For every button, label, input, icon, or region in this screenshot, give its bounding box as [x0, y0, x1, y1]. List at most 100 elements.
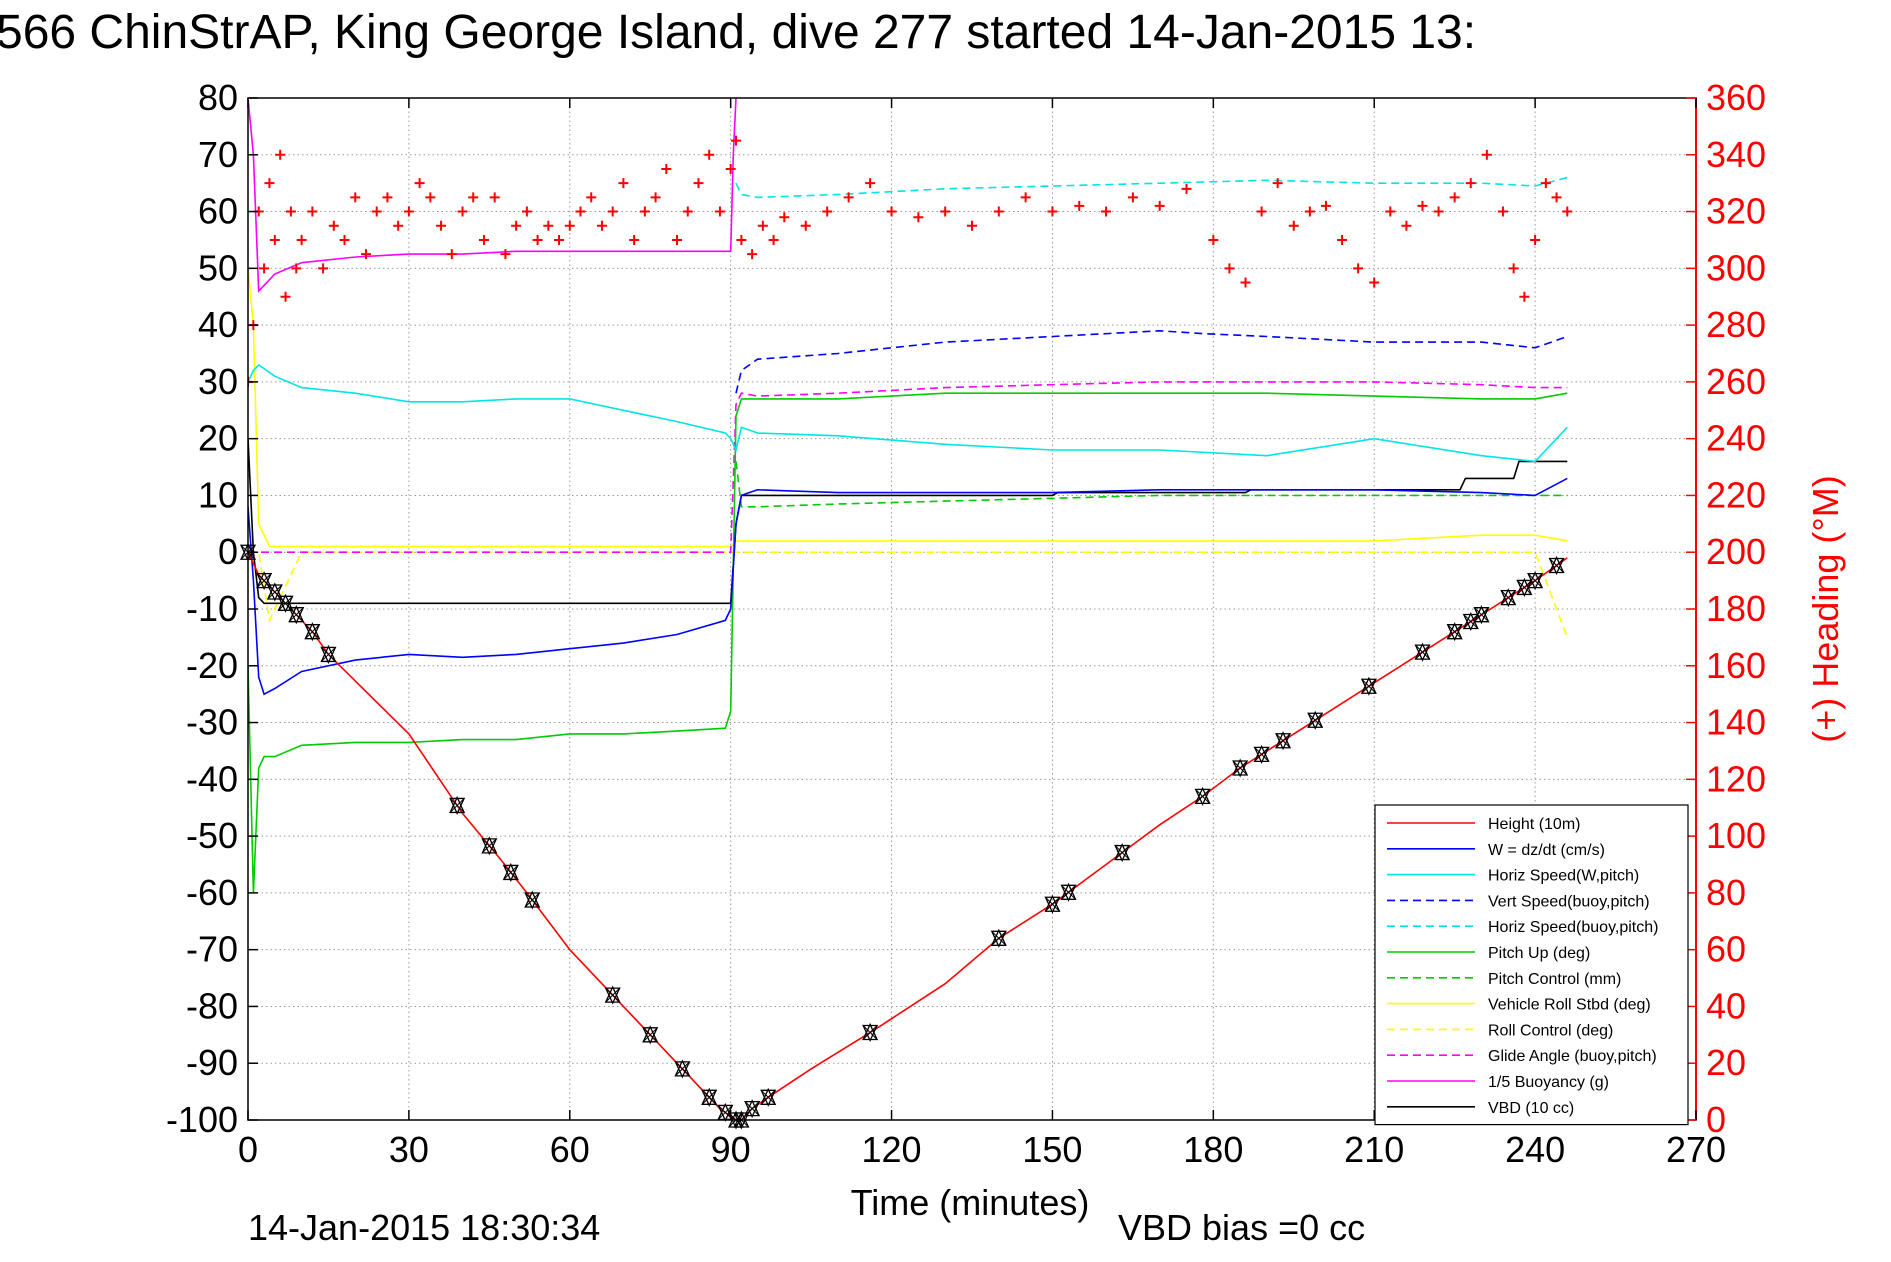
series-line: [735, 176, 1568, 199]
heading-point: [639, 206, 650, 217]
y-tick-label: -80: [186, 985, 238, 1026]
right-tick-label: 20: [1706, 1042, 1746, 1083]
heading-point: [596, 220, 607, 231]
heading-point: [1272, 178, 1283, 189]
heading-point: [307, 206, 318, 217]
series-line: [735, 461, 1568, 508]
x-tick-label: 30: [389, 1129, 429, 1170]
heading-point: [1208, 234, 1219, 245]
series-line: [248, 363, 1568, 463]
legend-entry: Vert Speed(buoy,pitch): [1488, 893, 1650, 910]
heading-point: [940, 206, 951, 217]
heading-point: [371, 206, 382, 217]
y-tick-label: 40: [198, 304, 238, 345]
heading-point: [1497, 206, 1508, 217]
heading-point: [425, 192, 436, 203]
footer-vbd-bias: VBD bias =0 cc: [1118, 1207, 1365, 1248]
waypoint-marker: [1114, 843, 1131, 863]
right-tick-label: 240: [1706, 418, 1766, 459]
waypoint-marker: [862, 1022, 879, 1043]
series-line: [735, 329, 1568, 394]
waypoint-marker: [1446, 622, 1463, 642]
heading-point: [1481, 149, 1492, 160]
x-tick-label: 270: [1666, 1129, 1726, 1170]
right-tick-label: 340: [1706, 134, 1766, 175]
heading-point: [1540, 178, 1551, 189]
heading-point: [607, 206, 618, 217]
heading-point: [1401, 220, 1412, 231]
waypoint-marker: [524, 890, 541, 910]
y-tick-label: 60: [198, 191, 238, 232]
heading-point: [993, 206, 1004, 217]
waypoint-marker: [502, 862, 519, 882]
waypoint-marker: [744, 1099, 761, 1119]
waypoint-marker: [1548, 555, 1565, 576]
heading-point: [1417, 200, 1428, 211]
heading-point: [1519, 291, 1530, 302]
waypoint-marker: [1360, 676, 1377, 696]
heading-point: [800, 220, 811, 231]
waypoint-marker: [277, 593, 294, 613]
heading-point: [1020, 192, 1031, 203]
heading-point: [264, 178, 275, 189]
heading-point: [1562, 206, 1573, 217]
heading-point: [532, 234, 543, 245]
footer-timestamp: 14-Jan-2015 18:30:34: [248, 1207, 600, 1248]
waypoint-marker: [1307, 710, 1324, 730]
waypoint-marker: [1275, 731, 1292, 751]
heading-point: [1256, 206, 1267, 217]
heading-point: [672, 234, 683, 245]
legend-entry: VBD (10 cc): [1488, 1100, 1574, 1117]
right-tick-label: 260: [1706, 361, 1766, 402]
heading-point: [1240, 277, 1251, 288]
heading-point: [629, 234, 640, 245]
heading-point: [1074, 200, 1085, 211]
waypoint-marker: [604, 985, 621, 1005]
right-tick-label: 180: [1706, 588, 1766, 629]
waypoint-marker: [1044, 894, 1061, 914]
heading-point: [521, 206, 532, 217]
heading-point: [1465, 178, 1476, 189]
heading-point: [757, 220, 768, 231]
heading-point: [296, 234, 307, 245]
waypoint-marker: [760, 1087, 777, 1107]
heading-point: [1047, 206, 1058, 217]
heading-point: [360, 249, 371, 260]
y-tick-label: -60: [186, 872, 238, 913]
x-tick-label: 240: [1505, 1129, 1565, 1170]
right-tick-label: 40: [1706, 985, 1746, 1026]
x-tick-label: 180: [1183, 1129, 1243, 1170]
heading-point: [318, 263, 329, 274]
right-tick-label: 160: [1706, 645, 1766, 686]
heading-point: [339, 234, 350, 245]
x-tick-label: 120: [862, 1129, 922, 1170]
heading-point: [843, 192, 854, 203]
heading-point: [291, 263, 302, 274]
waypoint-marker: [1527, 571, 1544, 591]
right-tick-label: 0: [1706, 1099, 1726, 1140]
heading-point: [747, 249, 758, 260]
heading-point: [393, 220, 404, 231]
heading-point: [1154, 200, 1165, 211]
waypoint-marker: [990, 928, 1007, 948]
series-line: [248, 268, 1568, 548]
heading-point: [1551, 192, 1562, 203]
legend-entry: Height (10m): [1488, 816, 1580, 833]
y-tick-label: -70: [186, 929, 238, 970]
y-tick-label: 50: [198, 247, 238, 288]
heading-point: [618, 178, 629, 189]
legend-entry: Vehicle Roll Stbd (deg): [1488, 997, 1651, 1014]
y-tick-label: -100: [166, 1099, 238, 1140]
heading-point: [403, 206, 414, 217]
right-tick-label: 100: [1706, 815, 1766, 856]
x-tick-label: 210: [1344, 1129, 1404, 1170]
series-line: [248, 477, 1568, 696]
legend: Height (10m) W = dz/dt (cm/s) Horiz Speed(…: [1374, 804, 1689, 1126]
y-tick-label: -20: [186, 645, 238, 686]
x-axis-ticks: 0 30 60 90 120 150 180 210 240 270: [238, 98, 1726, 1170]
heading-point: [457, 206, 468, 217]
series-line: [248, 438, 1568, 605]
waypoint-marker: [288, 605, 305, 625]
legend-entry: W = dz/dt (cm/s): [1488, 842, 1605, 859]
